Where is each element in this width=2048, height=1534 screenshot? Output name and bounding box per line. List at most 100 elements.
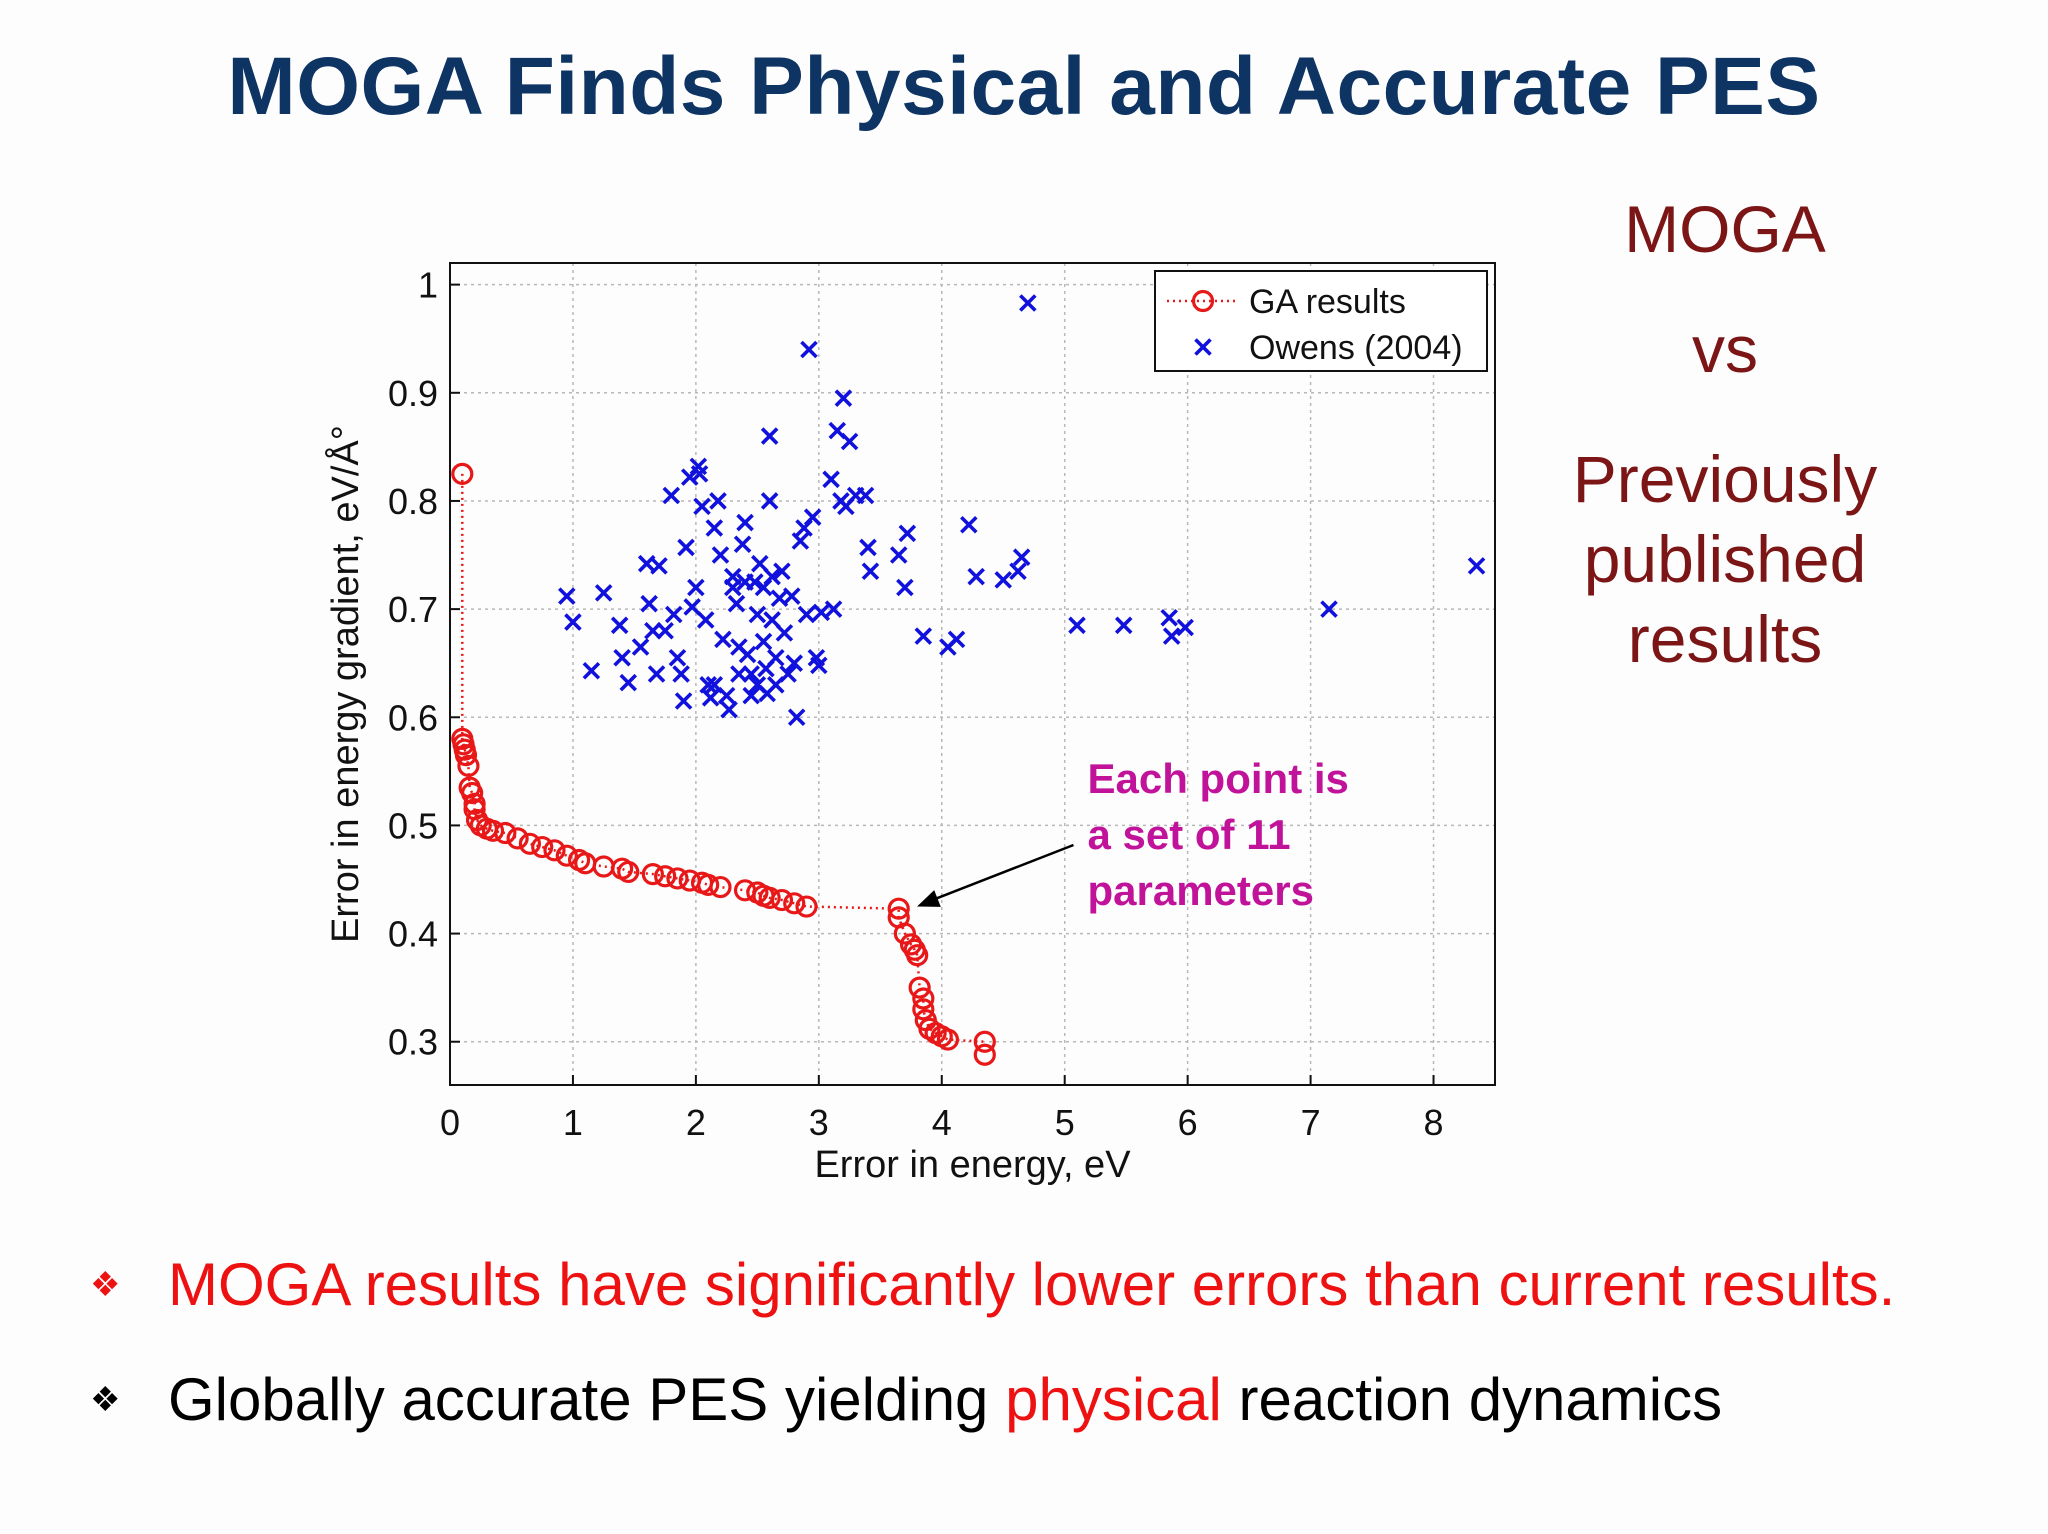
y-tick-label: 0.5 xyxy=(388,805,438,846)
data-point xyxy=(783,587,801,605)
data-point xyxy=(936,1028,960,1051)
scatter-chart: 0 1 2 3 4 5 6 7 8 0.3 0.4 0.5 0.6 0.7 0.8 0.9 1 Error in… xyxy=(323,262,1496,1185)
data-point xyxy=(856,486,875,505)
data-point xyxy=(697,873,720,897)
data-point xyxy=(754,632,773,651)
data-point xyxy=(693,497,711,516)
data-point xyxy=(709,875,732,899)
data-point xyxy=(1176,618,1194,637)
data-point xyxy=(641,862,664,886)
diamond-bullet-icon: ❖ xyxy=(90,1266,121,1305)
data-point xyxy=(640,594,658,613)
data-point xyxy=(960,515,978,534)
data-point xyxy=(912,998,935,1021)
data-point xyxy=(666,867,689,890)
data-point xyxy=(650,557,668,575)
data-point xyxy=(699,676,717,694)
x-tick-label: 0 xyxy=(440,1102,460,1143)
data-point xyxy=(592,855,615,878)
data-point xyxy=(631,638,650,656)
data-point xyxy=(738,645,757,664)
data-point xyxy=(1009,562,1027,581)
y-tick-label: 0.6 xyxy=(388,697,438,738)
data-point xyxy=(775,624,794,642)
diamond-bullet-icon: ❖ xyxy=(90,1381,121,1420)
annotation-arrowhead xyxy=(917,890,941,907)
data-point xyxy=(610,616,629,635)
data-point xyxy=(481,819,505,842)
annotation-line: a set of 11 xyxy=(1088,811,1291,858)
data-point xyxy=(791,532,810,550)
data-point xyxy=(1114,616,1133,635)
data-point xyxy=(1162,627,1181,645)
data-point xyxy=(859,538,877,557)
data-point xyxy=(887,897,910,920)
data-point xyxy=(668,649,687,667)
data-point xyxy=(746,573,764,591)
data-point xyxy=(656,621,674,640)
legend-label: GA results xyxy=(1249,283,1406,321)
data-point xyxy=(582,661,601,680)
annotation-line: Each point is xyxy=(1088,755,1349,802)
data-point xyxy=(674,692,693,710)
data-point xyxy=(733,535,752,553)
data-point xyxy=(779,665,797,683)
data-point xyxy=(617,860,640,884)
data-point xyxy=(861,562,880,581)
data-point xyxy=(896,578,914,597)
data-point xyxy=(619,673,638,692)
data-point xyxy=(773,562,791,581)
data-point xyxy=(800,340,818,359)
data-point xyxy=(840,432,859,451)
data-point xyxy=(451,462,474,486)
data-point xyxy=(662,486,681,505)
data-point xyxy=(760,427,779,445)
data-point xyxy=(763,611,781,629)
data-point xyxy=(717,686,736,705)
data-point xyxy=(760,492,779,510)
data-point xyxy=(1320,600,1338,618)
data-point xyxy=(1467,557,1486,575)
data-point xyxy=(506,827,529,850)
data-point xyxy=(683,598,701,616)
data-point xyxy=(705,519,724,537)
data-point xyxy=(647,665,666,683)
side-text-published: published xyxy=(1583,522,1867,596)
x-tick-label: 5 xyxy=(1055,1102,1075,1143)
x-tick-label: 7 xyxy=(1301,1102,1321,1143)
series-ga-results xyxy=(451,462,996,1066)
data-point xyxy=(494,821,517,845)
data-point xyxy=(677,538,695,557)
data-point xyxy=(914,627,933,645)
x-tick-label: 8 xyxy=(1424,1102,1444,1143)
bullet-text-run: Globally accurate PES yielding xyxy=(168,1366,1006,1433)
data-point xyxy=(594,584,613,602)
data-point xyxy=(1068,616,1086,635)
data-point xyxy=(720,700,738,719)
data-point xyxy=(558,587,576,605)
data-point xyxy=(723,578,742,597)
data-point xyxy=(701,689,720,707)
y-tick-label: 1 xyxy=(418,265,438,306)
y-tick-label: 0.8 xyxy=(388,481,438,522)
legend-label: Owens (2004) xyxy=(1249,329,1463,367)
bullet-text-run: MOGA results have significantly lower er… xyxy=(168,1251,1896,1318)
data-point xyxy=(824,600,843,618)
data-point xyxy=(736,513,754,532)
data-point xyxy=(834,389,853,407)
y-tick-label: 0.9 xyxy=(388,373,438,414)
chart-legend: GA results Owens (2004) xyxy=(1154,270,1488,372)
x-axis-label: Error in energy, eV xyxy=(814,1144,1131,1185)
data-point xyxy=(770,888,794,912)
data-point xyxy=(758,886,781,909)
bullet-text-run: reaction dynamics xyxy=(1221,1366,1723,1433)
data-point xyxy=(518,832,542,855)
x-tick-label: 6 xyxy=(1178,1102,1198,1143)
annotation-line: parameters xyxy=(1088,867,1314,914)
data-point xyxy=(748,605,767,624)
data-point xyxy=(767,649,785,667)
x-tick-label: 4 xyxy=(932,1102,952,1143)
data-point xyxy=(1019,294,1037,312)
data-point xyxy=(1012,548,1031,566)
data-point xyxy=(898,524,917,543)
